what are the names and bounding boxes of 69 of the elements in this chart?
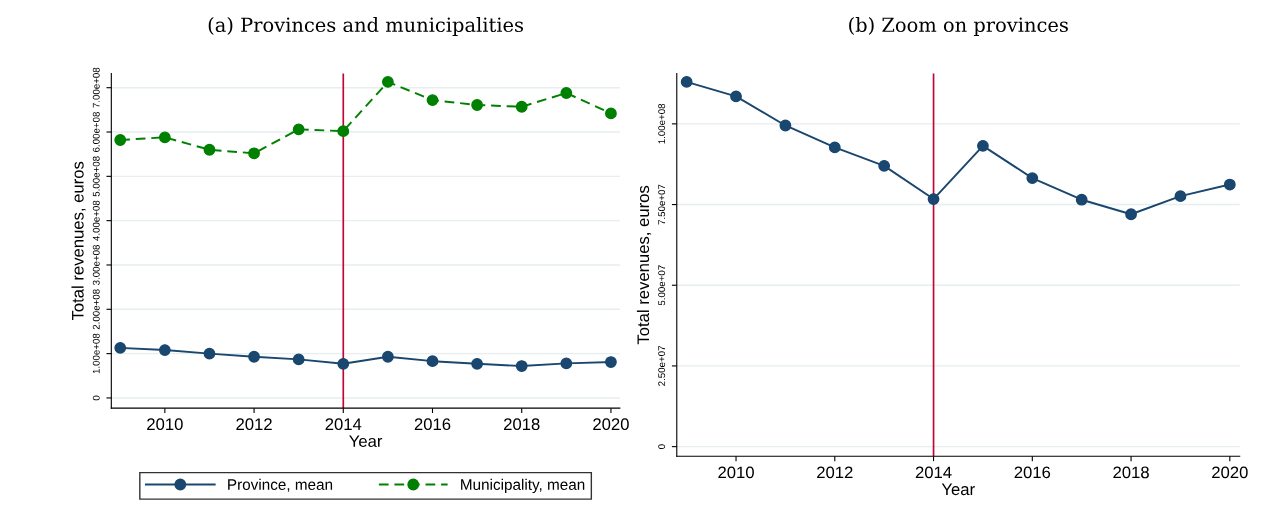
x-tick-label: 2012	[236, 418, 272, 431]
point	[292, 123, 305, 136]
point	[605, 356, 617, 368]
x-tick-label: 2014	[325, 418, 362, 431]
y-tick-label: 7.00e+08	[92, 67, 100, 108]
point	[203, 347, 216, 360]
x-tick-label: 2012	[817, 466, 853, 479]
point	[114, 341, 127, 354]
y-tick-label: 1.00e+08	[92, 333, 100, 374]
point	[1125, 208, 1137, 221]
x-tick-label: 2016	[414, 418, 451, 431]
point	[1174, 190, 1187, 203]
chart-title: (a) Provinces and municipalities	[208, 17, 524, 36]
point	[337, 125, 350, 138]
point	[426, 94, 439, 107]
x-tick-label: 2014	[915, 466, 952, 479]
y-tick-label: 0	[92, 395, 100, 401]
point	[248, 147, 260, 160]
y-axis-title: Total revenues, euros	[71, 161, 86, 321]
y-tick-label: 5.00e+08	[92, 156, 100, 197]
y-tick-label: 5.00e+07	[658, 265, 666, 306]
point	[292, 353, 305, 366]
point	[1026, 172, 1039, 184]
x-tick-label: 2020	[1212, 466, 1248, 479]
legend-label: Municipality, mean	[461, 478, 585, 494]
y-tick-label: 4.00e+08	[92, 200, 100, 241]
x-tick-label: 2020	[593, 418, 629, 431]
legend-label: Province, mean	[228, 478, 333, 492]
point	[779, 119, 792, 132]
point	[560, 87, 573, 99]
point	[828, 141, 841, 154]
point	[730, 90, 742, 103]
point	[560, 357, 573, 370]
x-axis-title: Year	[349, 435, 383, 448]
y-tick-label: 0	[658, 444, 666, 449]
point	[471, 99, 484, 111]
point	[927, 193, 940, 205]
chart-title: (b) Zoom on provinces	[849, 17, 1068, 36]
y-tick-label: 3.00e+08	[92, 244, 100, 286]
y-tick-label: 2.50e+07	[658, 346, 666, 386]
x-tick-label: 2018	[1113, 466, 1149, 479]
x-tick-label: 2010	[718, 466, 754, 479]
y-tick-label: 7.50e+07	[658, 184, 666, 225]
x-tick-label: 2010	[147, 418, 183, 431]
point	[114, 134, 127, 146]
point	[158, 131, 171, 144]
x-tick-label: 2018	[504, 418, 540, 431]
x-tick-label: 2016	[1014, 466, 1051, 479]
y-tick-label: 2.00e+08	[92, 289, 100, 330]
point	[680, 76, 693, 88]
point	[381, 76, 394, 88]
point	[381, 350, 394, 363]
point	[426, 355, 439, 368]
point	[248, 350, 260, 363]
point	[1223, 178, 1236, 191]
y-tick-label: 1.00e+08	[658, 103, 666, 144]
point	[977, 139, 989, 152]
point	[158, 344, 171, 356]
point	[203, 143, 216, 156]
point	[1075, 193, 1088, 206]
y-axis-title: Total revenues, euros	[636, 185, 652, 345]
y-tick-label: 6.00e+08	[92, 112, 100, 152]
point	[515, 100, 528, 113]
point	[471, 357, 484, 370]
point	[605, 107, 617, 120]
point	[878, 159, 891, 172]
x-axis-title: Year	[941, 483, 975, 496]
point	[337, 357, 350, 370]
point	[515, 360, 528, 372]
